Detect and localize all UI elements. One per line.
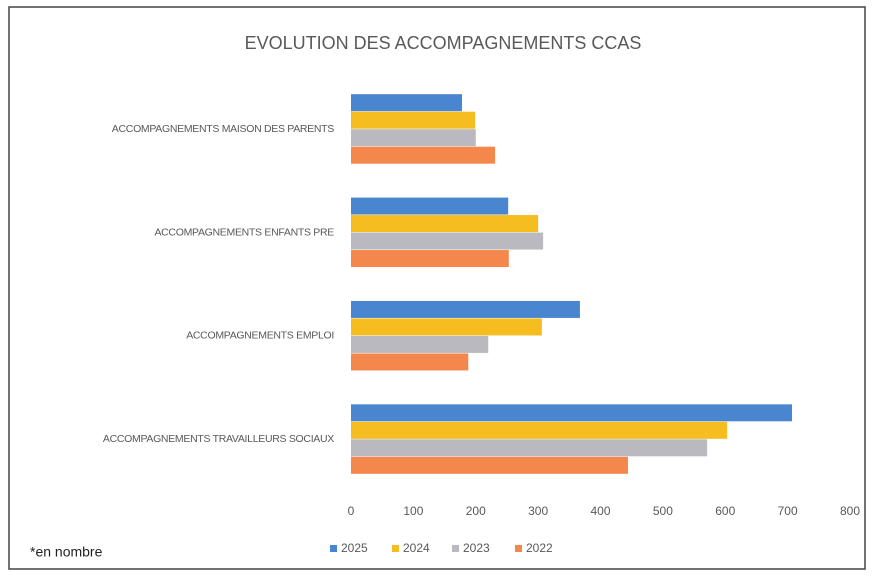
legend-swatch: [452, 545, 459, 552]
x-tick-label: 300: [528, 504, 548, 518]
x-tick-label: 400: [590, 504, 610, 518]
note: *en nombre: [30, 544, 103, 560]
bar: [351, 111, 476, 129]
chart-frame: [8, 6, 866, 570]
legend-swatch: [515, 545, 522, 552]
bar: [351, 439, 708, 457]
bar: [351, 232, 544, 250]
x-tick-label: 100: [403, 504, 423, 518]
legend-swatch: [330, 545, 337, 552]
x-tick-label: 600: [715, 504, 735, 518]
y-tick-label: ACCOMPAGNEMENTS TRAVAILLEURS SOCIAUX: [103, 433, 334, 445]
x-tick-label: 700: [778, 504, 798, 518]
legend-label: 2023: [463, 541, 490, 555]
bar: [351, 129, 476, 147]
bar: [351, 335, 489, 353]
bar: [351, 353, 469, 371]
y-tick-label: ACCOMPAGNEMENTS ENFANTS PRE: [154, 226, 334, 238]
x-tick-label: 800: [840, 504, 860, 518]
bar: [351, 146, 496, 164]
bar: [351, 94, 463, 112]
bar: [351, 197, 509, 215]
legend-label: 2025: [341, 541, 368, 555]
chart-title: EVOLUTION DES ACCOMPAGNEMENTS CCAS: [245, 33, 642, 53]
legend-label: 2024: [403, 541, 430, 555]
x-tick-label: 200: [466, 504, 486, 518]
bar: [351, 215, 539, 233]
y-tick-label: ACCOMPAGNEMENTS EMPLOI: [186, 330, 334, 342]
bar: [351, 318, 542, 336]
legend-swatch: [392, 545, 399, 552]
x-tick-label: 500: [653, 504, 673, 518]
bar: [351, 456, 628, 474]
legend-label: 2022: [526, 541, 553, 555]
bar: [351, 250, 509, 268]
bar: [351, 404, 792, 422]
x-tick-label: 0: [348, 504, 355, 518]
y-tick-label: ACCOMPAGNEMENTS MAISON DES PARENTS: [112, 123, 334, 135]
bar: [351, 421, 728, 439]
bar: [351, 300, 580, 318]
